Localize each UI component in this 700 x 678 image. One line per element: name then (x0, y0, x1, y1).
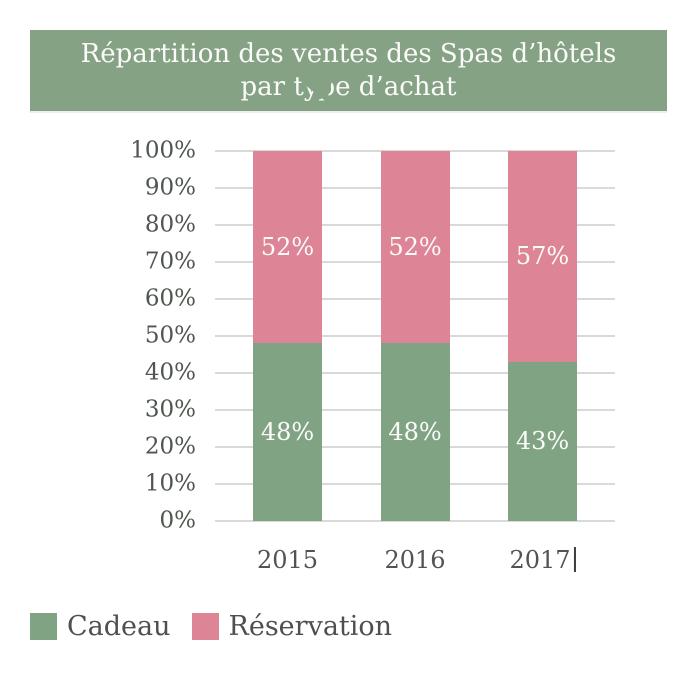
y-axis-label: 20% (144, 433, 196, 460)
title-line-1: Répartition des ventes des Spas d’hôtels (80, 39, 617, 69)
x-axis: 2015 2016 2017 (215, 546, 615, 580)
bar-value-label: 43% (515, 427, 570, 456)
bar-segment-cadeau: 48% (380, 343, 450, 521)
legend-swatch (30, 613, 57, 640)
bar-segment-cadeau: 43% (508, 361, 577, 521)
y-axis-label: 0% (159, 507, 197, 534)
bar-value-label: 48% (388, 418, 442, 447)
y-axis: 100% 90% 80% 70% 60% 50% 40% 30% 20% 10% 0% (0, 137, 196, 533)
x-axis-label-2016: 2016 (384, 546, 446, 574)
stacked-bar-2016: 52% 48% (380, 151, 450, 521)
y-axis-label: 40% (144, 359, 196, 386)
text-cursor (573, 547, 576, 572)
y-axis-label: 10% (144, 470, 196, 497)
bar-segment-réservation: 57% (508, 151, 577, 362)
y-axis-label: 60% (144, 285, 196, 312)
bar-segment-réservation: 52% (380, 151, 450, 344)
title-line-2: par type d’achat (240, 71, 457, 102)
bar-value-label: 52% (388, 233, 442, 262)
legend-swatch (191, 613, 219, 640)
bar-value-label: 52% (260, 233, 315, 262)
x-axis-label-2015: 2015 (256, 546, 319, 574)
legend-label: Réservation (228, 611, 393, 642)
bar-value-label: 48% (260, 418, 315, 447)
bar-segment-cadeau: 48% (253, 343, 322, 521)
plot-area: 52% 48% 52% 48% 57% 43% (215, 150, 615, 522)
title-banner: Répartition des ventes des Spas d’hôtels… (30, 30, 667, 111)
legend-item-cadeau: Cadeau (30, 611, 171, 642)
y-axis-label: 90% (144, 174, 196, 201)
stacked-bar-2015: 52% 48% (253, 151, 322, 521)
bar-segment-réservation: 52% (253, 151, 322, 344)
gridline (215, 520, 615, 522)
y-axis-label: 100% (130, 137, 196, 164)
y-axis-label: 30% (144, 396, 196, 423)
y-axis-label: 50% (144, 322, 196, 349)
y-axis-label: 80% (144, 211, 196, 238)
legend: Cadeau Réservation (30, 611, 392, 642)
x-axis-label-2017: 2017 (509, 546, 576, 574)
legend-label: Cadeau (67, 611, 171, 642)
legend-item-réservation: Réservation (191, 611, 393, 642)
stacked-bar-2017: 57% 43% (508, 151, 577, 521)
bar-value-label: 57% (515, 242, 570, 271)
y-axis-label: 70% (144, 248, 196, 275)
